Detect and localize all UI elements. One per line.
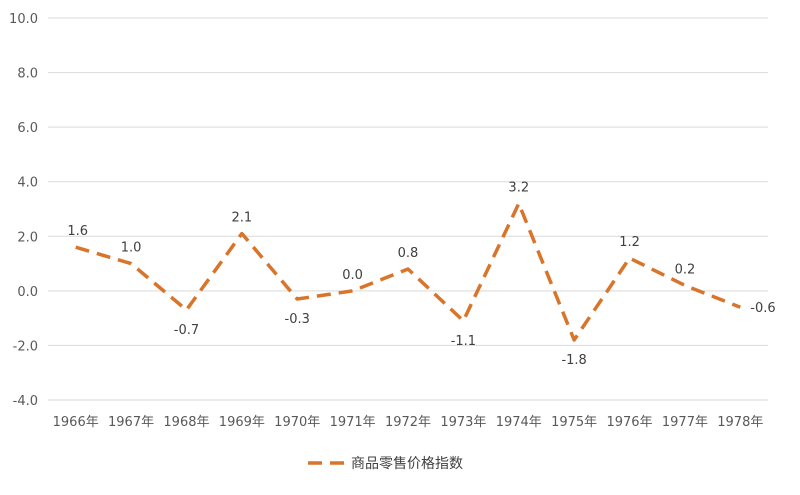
x-tick-label: 1978年: [717, 415, 763, 430]
x-tick-label: 1976年: [606, 415, 652, 430]
data-label: -1.8: [561, 353, 586, 368]
data-label: 0.2: [675, 262, 696, 277]
x-tick-label: 1966年: [53, 415, 99, 430]
data-label: 0.8: [398, 246, 419, 261]
x-tick-label: 1968年: [163, 415, 209, 430]
x-tick-label: 1969年: [219, 415, 265, 430]
data-label: 1.0: [121, 241, 142, 256]
data-label: 0.0: [342, 268, 363, 283]
gridlines: [48, 17, 768, 401]
data-labels: 1.6 1.0 -0.7 2.1 -0.3 0.0 0.8 -1.1 3.2 -1.8 1.2 0.2…: [67, 181, 775, 368]
series-line: [75, 201, 741, 342]
data-label: -1.1: [451, 334, 476, 349]
y-tick-label: -2.0: [13, 339, 38, 354]
y-tick-label: 6.0: [17, 121, 38, 136]
legend: 商品零售价格指数: [308, 456, 463, 472]
y-tick-label: 10.0: [9, 12, 38, 27]
x-tick-label: 1975年: [551, 415, 597, 430]
legend-label: 商品零售价格指数: [351, 456, 463, 472]
x-tick-label: 1967年: [108, 415, 154, 430]
y-tick-label: 0.0: [17, 285, 38, 300]
series-layer: [75, 201, 741, 342]
y-axis-tick-labels: 10.0 8.0 6.0 4.0 2.0 0.0 -2.0 -4.0: [9, 12, 38, 409]
x-tick-label: 1971年: [330, 415, 376, 430]
data-label: -0.7: [174, 323, 199, 338]
x-tick-label: 1972年: [385, 415, 431, 430]
x-tick-label: 1970年: [274, 415, 320, 430]
y-tick-label: -4.0: [13, 394, 38, 409]
data-label: 1.6: [67, 224, 88, 239]
data-label: 1.2: [619, 235, 640, 250]
x-axis-tick-labels: 1966年 1967年 1968年 1969年 1970年 1971年 1972年 1973年…: [53, 415, 764, 430]
data-label: 3.2: [508, 181, 529, 196]
x-tick-label: 1973年: [440, 415, 486, 430]
data-label: -0.3: [285, 312, 310, 327]
data-label: -0.6: [750, 301, 775, 316]
x-tick-label: 1977年: [662, 415, 708, 430]
y-tick-label: 4.0: [17, 176, 38, 191]
data-label: 2.1: [232, 211, 253, 226]
y-tick-label: 2.0: [17, 230, 38, 245]
x-tick-label: 1974年: [496, 415, 542, 430]
y-tick-label: 8.0: [17, 67, 38, 82]
